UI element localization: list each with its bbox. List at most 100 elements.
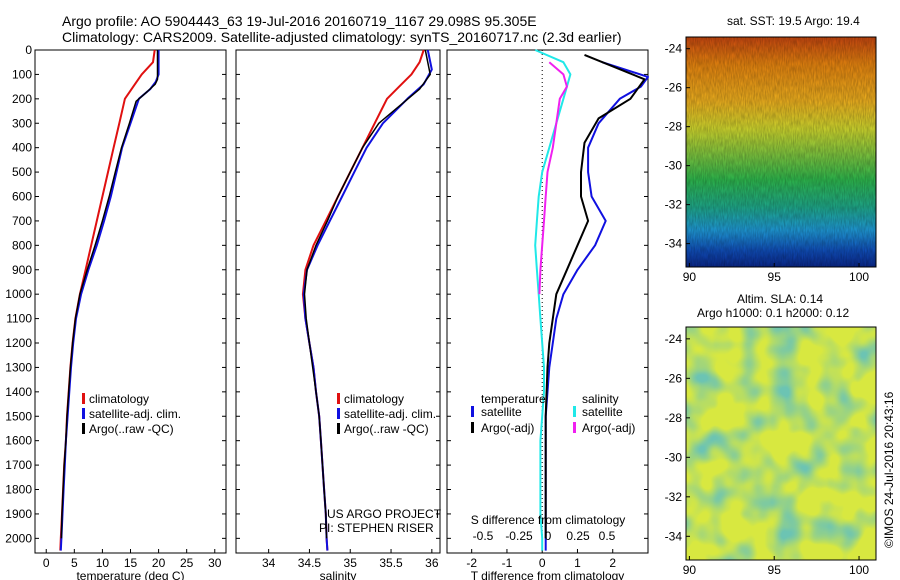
x-axis-label: temperature (deg C) [76, 569, 184, 580]
s-diff-tick-label: -0.25 [505, 529, 533, 543]
temperature-panel: 0100200300400500600700800900100011001200… [5, 43, 227, 580]
s-diff-axis-label: S difference from climatology [471, 513, 626, 527]
legend-swatch [471, 406, 474, 417]
legend-label: Argo(..raw -QC) [344, 422, 429, 436]
x-tick-label: 15 [124, 556, 138, 570]
y-tick-label: 600 [12, 190, 32, 204]
y-tick-label: 800 [12, 238, 32, 252]
s-diff-tick-label: 0.5 [599, 529, 616, 543]
y-tick-label: 1100 [6, 312, 32, 326]
map-y-tick-label: -28 [665, 411, 683, 425]
series-line [534, 49, 572, 551]
x-axis-label: T difference from climatology [471, 569, 625, 580]
sst-frame [685, 36, 877, 268]
x-tick-label: 10 [96, 556, 110, 570]
credit-text: ©IMOS 24-Jul-2016 20:43:16 [882, 391, 896, 548]
y-tick-label: 1300 [5, 360, 32, 374]
map-x-tick-label: 95 [768, 563, 782, 577]
legend-swatch [82, 393, 85, 404]
series-line [538, 61, 568, 295]
legend-swatch [337, 408, 340, 419]
sla-texture [686, 327, 876, 560]
y-tick-label: 400 [12, 141, 32, 155]
y-tick-label: 1200 [5, 336, 32, 350]
sla-frame [685, 326, 877, 561]
x-tick-label: 0 [539, 556, 546, 570]
map-y-tick-label: -24 [665, 42, 683, 56]
y-tick-label: 1700 [5, 458, 32, 472]
map-y-tick-label: -32 [665, 490, 683, 504]
x-axis-label: salinity [320, 569, 357, 580]
legend-swatch [82, 423, 85, 434]
map-y-tick-label: -32 [665, 198, 683, 212]
x-tick-label: 1 [574, 556, 581, 570]
y-tick-label: 700 [12, 214, 32, 228]
legend-label: satellite [481, 405, 522, 419]
x-tick-label: -2 [466, 556, 477, 570]
legend-label: satellite-adj. clim. [344, 407, 436, 421]
difference-panel: -2 -1 0 1 2T difference from climatology temp… [446, 49, 649, 580]
s-diff-tick-label: 0.25 [566, 529, 590, 543]
legend-salinity-title: salinity [582, 392, 619, 406]
page-title-line2: Climatology: CARS2009. Satellite-adjuste… [62, 29, 622, 45]
map-x-tick-label: 100 [849, 270, 869, 284]
map-x-tick-label: 90 [683, 563, 697, 577]
map-y-tick-label: -24 [665, 332, 683, 346]
difference-frame [446, 49, 649, 554]
map-y-tick-label: -28 [665, 120, 683, 134]
map-y-tick-label: -26 [665, 371, 683, 385]
y-tick-label: 2000 [5, 531, 32, 545]
x-tick-label: 0 [43, 556, 50, 570]
x-tick-label: 5 [71, 556, 78, 570]
series-line [544, 53, 646, 539]
legend-temperature-title: temperature [481, 392, 546, 406]
x-tick-label: 2 [609, 556, 616, 570]
y-tick-label: 1900 [5, 507, 32, 521]
y-tick-label: 1400 [5, 385, 32, 399]
y-tick-label: 0 [25, 43, 32, 57]
legend-label: satellite-adj. clim. [89, 407, 181, 421]
map-y-tick-label: -34 [665, 529, 683, 543]
salinity-panel: 34 34.5 35 35.5 36 salinity climatologysatelli… [235, 49, 441, 580]
legend-label: climatology [344, 392, 404, 406]
legend-swatch [573, 422, 576, 433]
page-title-line1: Argo profile: AO 5904443_63 19-Jul-2016 … [62, 13, 537, 29]
map-x-tick-label: 100 [849, 563, 869, 577]
map-y-tick-label: -30 [665, 450, 683, 464]
y-tick-label: 100 [12, 67, 32, 81]
y-tick-label: 300 [12, 116, 32, 130]
s-diff-tick-label: -0.5 [473, 529, 494, 543]
sla-title-line1: Altim. SLA: 0.14 [737, 292, 823, 306]
project-line2: PI: STEPHEN RISER [319, 521, 434, 535]
x-tick-label: -1 [502, 556, 513, 570]
y-tick-label: 1500 [5, 409, 32, 423]
map-y-tick-label: -26 [665, 81, 683, 95]
temperature-frame [34, 49, 227, 554]
legend-label: Argo(-adj) [582, 421, 635, 435]
map-y-tick-label: -34 [665, 237, 683, 251]
x-tick-label: 34.5 [298, 556, 322, 570]
y-tick-label: 1800 [5, 483, 32, 497]
legend-label: Argo(-adj) [481, 421, 534, 435]
s-diff-tick-label: 0 [545, 529, 552, 543]
legend-label: Argo(..raw -QC) [89, 422, 174, 436]
sst-map: 90 95 100 -24 -26 -28 -30 -32 -34 [665, 36, 877, 284]
legend-label: satellite [582, 405, 623, 419]
y-tick-label: 1000 [5, 287, 32, 301]
legend-swatch [337, 423, 340, 434]
legend-swatch [337, 393, 340, 404]
project-line1: US ARGO PROJECT [327, 507, 442, 521]
sla-map: 90 95 100 -24 -26 -28 -30 -32 -34 [665, 326, 877, 577]
sst-title: sat. SST: 19.5 Argo: 19.4 [727, 14, 860, 28]
salinity-frame [235, 49, 441, 554]
y-tick-label: 1600 [5, 434, 32, 448]
x-tick-label: 34 [262, 556, 276, 570]
y-tick-label: 200 [12, 92, 32, 106]
x-tick-label: 30 [208, 556, 222, 570]
series-line [303, 49, 431, 539]
map-y-tick-label: -30 [665, 159, 683, 173]
x-tick-label: 25 [180, 556, 194, 570]
x-tick-label: 35 [344, 556, 358, 570]
x-tick-label: 36 [425, 556, 439, 570]
